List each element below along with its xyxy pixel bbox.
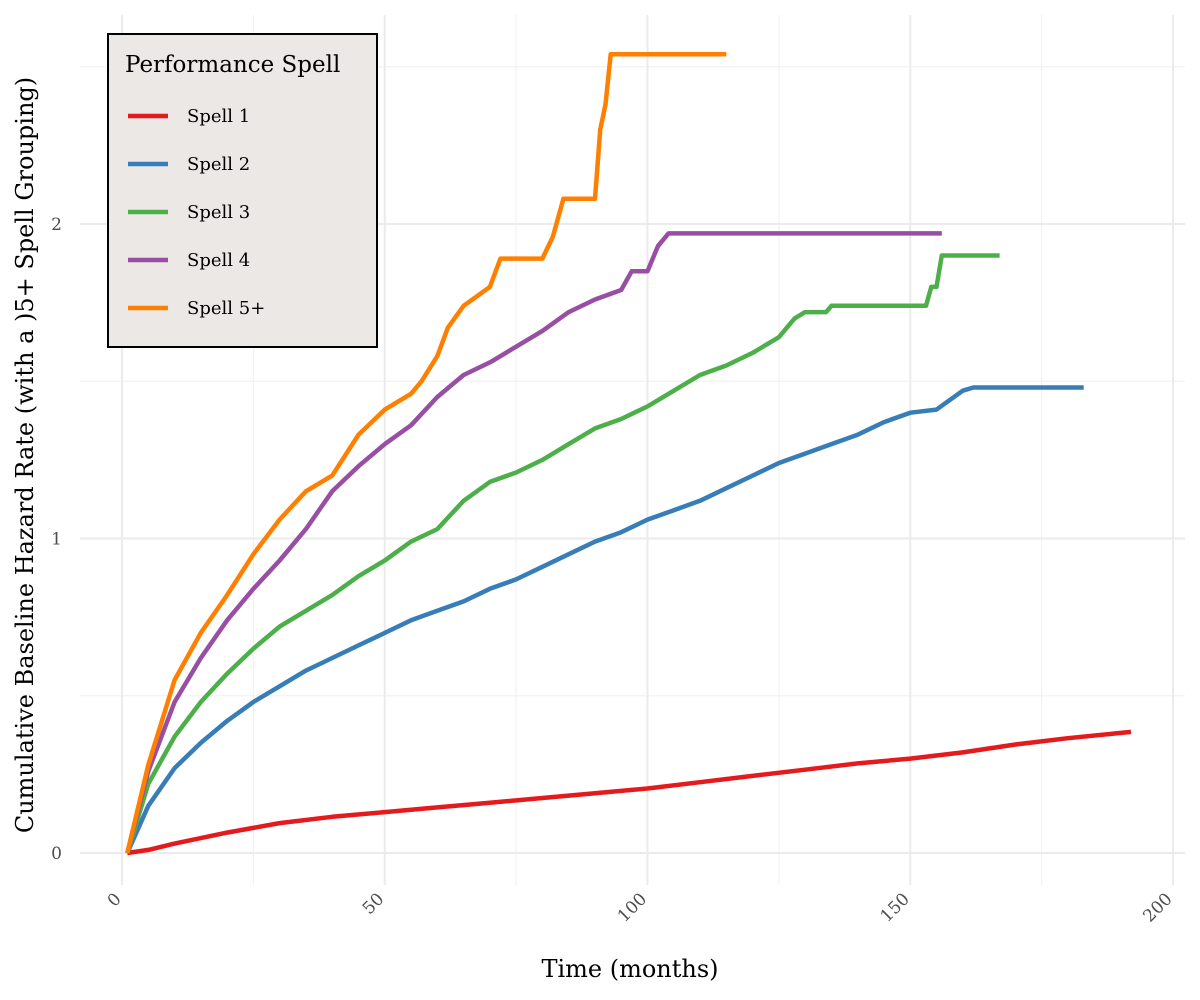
series-lines: [125, 51, 1132, 856]
x-tick-label: 150: [877, 889, 914, 926]
x-axis-title: Time (months): [541, 955, 718, 983]
x-axis-ticks: 0 50 100 150 200: [104, 889, 1177, 926]
series-line-4: [125, 231, 942, 854]
legend-label-5: Spell 5+: [187, 298, 265, 319]
legend-label-4: Spell 4: [187, 250, 250, 271]
legend-box: [107, 33, 378, 348]
y-tick-label: 2: [51, 215, 62, 235]
series-line-1: [126, 729, 1132, 856]
x-tick-label: 0: [104, 889, 126, 911]
legend-items: Spell 1 Spell 2 Spell 3 Spell 4 Spell 5+: [128, 106, 265, 319]
x-tick-label: 50: [359, 889, 388, 918]
y-axis-title: Cumulative Baseline Hazard Rate (with a …: [11, 77, 39, 833]
x-tick-label: 100: [614, 889, 651, 926]
y-tick-label: 1: [51, 530, 62, 550]
series-line-2: [125, 385, 1084, 854]
series-line-5: [125, 51, 727, 854]
legend-label-2: Spell 2: [187, 154, 250, 175]
series-line-3: [125, 253, 1000, 854]
legend-title: Performance Spell: [125, 52, 340, 78]
legend-label-3: Spell 3: [187, 202, 250, 223]
x-tick-label: 200: [1139, 889, 1176, 926]
y-tick-label: 0: [51, 844, 62, 864]
y-axis-ticks: 0 1 2: [51, 215, 62, 864]
legend-label-1: Spell 1: [187, 106, 250, 127]
